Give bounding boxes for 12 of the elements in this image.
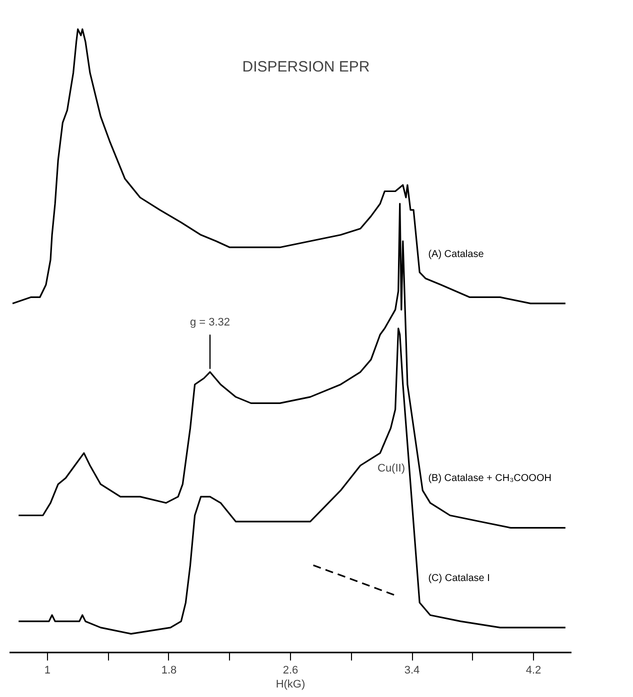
x-tick-label: 1.8 <box>161 664 177 676</box>
annotation: Cu(II) <box>378 462 405 474</box>
x-tick-label: 2.6 <box>282 664 298 676</box>
x-tick-label: 3.4 <box>404 664 420 676</box>
text: DISPERSION EPR <box>242 58 370 76</box>
series-label: (C) Catalase I <box>428 572 490 584</box>
x-tick-label: 4.2 <box>526 664 542 676</box>
series-label: (A) Catalase <box>428 248 484 260</box>
annotation: g = 3.32 <box>190 316 230 328</box>
x-tick-label: 1 <box>44 664 51 676</box>
x-axis-title: H(kG) <box>276 678 306 690</box>
series-label: (B) Catalase + CH₃COOOH <box>428 473 552 484</box>
